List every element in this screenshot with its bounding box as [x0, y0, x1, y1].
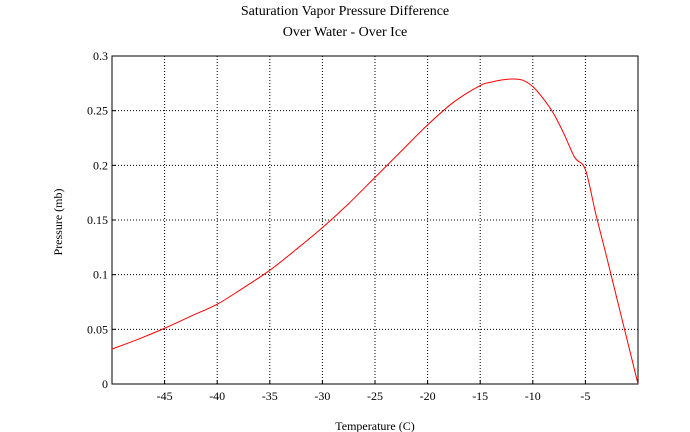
x-tick-label: -25	[367, 389, 383, 403]
grid	[112, 56, 638, 384]
y-tick-label: 0.15	[87, 213, 108, 227]
x-axis-label: Temperature (C)	[335, 419, 414, 432]
x-tick-label: -45	[157, 389, 173, 403]
x-tick-label: -20	[420, 389, 436, 403]
y-tick-label: 0.1	[93, 268, 108, 282]
y-tick-label: 0	[102, 377, 108, 391]
x-tick-label: -35	[262, 389, 278, 403]
series-group	[111, 78, 639, 385]
series-line	[111, 78, 639, 385]
chart-title: Saturation Vapor Pressure Difference	[241, 4, 449, 19]
x-axis: -45 -40 -35 -30 -25 -20 -15 -10 -5	[157, 380, 590, 403]
y-tick-label: 0.05	[87, 322, 108, 336]
y-axis: 0 0.05 0.1 0.15 0.2 0.25 0.3	[87, 49, 116, 391]
x-tick-label: -30	[314, 389, 330, 403]
x-tick-label: -10	[525, 389, 541, 403]
x-tick-label: -5	[580, 389, 590, 403]
x-tick-label: -15	[472, 389, 488, 403]
y-axis-label: Pressure (mb)	[51, 189, 65, 256]
y-tick-label: 0.2	[93, 158, 108, 172]
chart-subtitle: Over Water - Over Ice	[283, 25, 408, 40]
y-tick-label: 0.25	[87, 104, 108, 118]
y-tick-label: 0.3	[93, 49, 108, 63]
x-tick-label: -40	[209, 389, 225, 403]
